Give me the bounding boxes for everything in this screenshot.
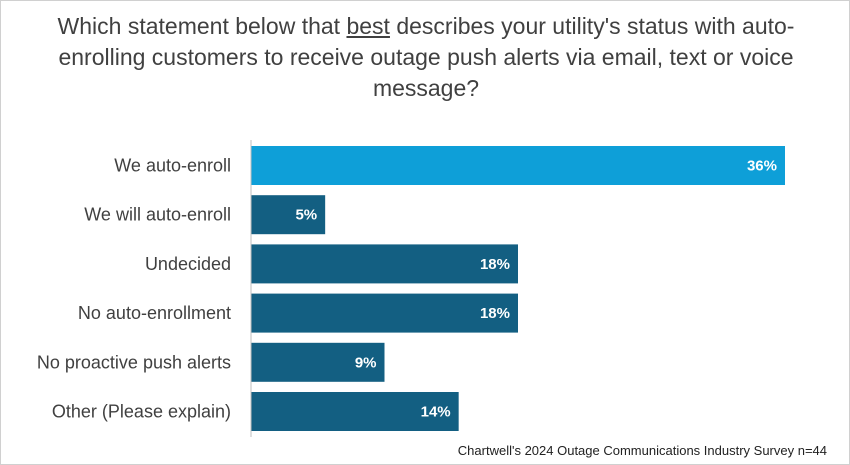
value-label-3: 18% [480,305,510,322]
category-label-3: No auto-enrollment [78,303,231,323]
source-note: Chartwell's 2024 Outage Communications I… [457,443,827,458]
chart-title: Which statement below that best describe… [21,11,831,104]
category-label-2: Undecided [145,254,231,274]
title-emphasis: best [346,13,390,39]
value-label-5: 14% [421,404,451,421]
title-text-part2: describes your utility's status with aut… [58,13,795,101]
bar-0 [251,146,785,185]
value-label-4: 9% [355,354,377,371]
title-text-part1: Which statement below that [57,13,347,39]
category-label-1: We will auto-enroll [84,205,231,225]
bar-2 [251,244,518,284]
bar-1 [251,195,326,235]
value-label-2: 18% [480,256,510,273]
value-label-0: 36% [747,158,777,175]
bar-3 [251,293,518,333]
value-label-1: 5% [295,207,317,224]
category-label-5: Other (Please explain) [52,402,231,422]
category-label-4: No proactive push alerts [37,352,231,372]
bar-5 [251,392,459,431]
category-label-0: We auto-enroll [114,156,231,176]
bar-4 [251,342,385,382]
